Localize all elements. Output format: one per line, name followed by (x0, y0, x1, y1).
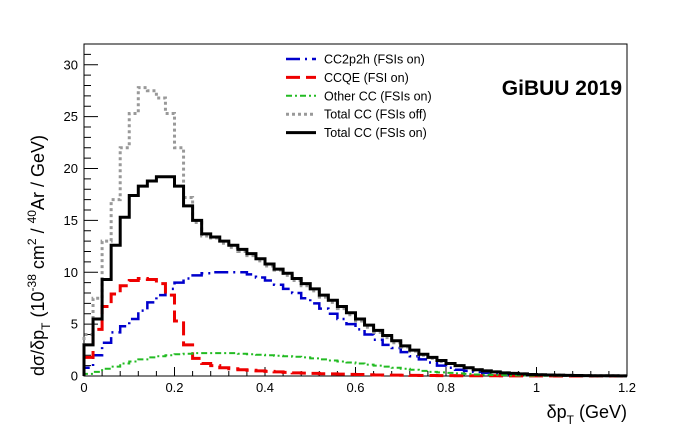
y-axis-title-p4: / (28, 223, 48, 238)
series-line-0 (82, 271, 627, 378)
legend-label-3: Total CC (FSIs off) (324, 108, 427, 122)
y-tick-label: 15 (64, 213, 78, 228)
y-tick-label: 25 (64, 109, 78, 124)
y-axis-title-sub: T (39, 322, 53, 330)
x-tick-label: 0 (80, 380, 87, 395)
legend-label-1: CCQE (FSI on) (324, 71, 409, 85)
y-axis-title-p1: dσ/δp (28, 330, 48, 376)
x-axis-title-main: δp (547, 402, 567, 422)
y-axis-title: dσ/δpT (10-38 cm2 / 40Ar / GeV) (25, 135, 53, 376)
series-group (82, 86, 627, 378)
legend: CC2p2h (FSIs on) CCQE (FSI on) Other CC (F… (286, 53, 432, 140)
y-axis-title-p2: (10 (28, 291, 48, 322)
x-axis-title-sub: T (567, 413, 575, 427)
y-axis-title-p3: cm (28, 245, 48, 274)
y-tick-label: 30 (64, 57, 78, 72)
y-axis-title-sup2: 2 (25, 238, 39, 245)
y-axis-title-p5: Ar / GeV) (28, 135, 48, 210)
y-axis-title-sup3: 40 (25, 210, 39, 224)
x-axis-title: δpT (GeV) (547, 402, 627, 427)
x-tick-label: 1 (533, 380, 540, 395)
x-tick-label: 0.6 (346, 380, 364, 395)
y-axis-title-sup1: -38 (25, 274, 39, 292)
series-line-2 (83, 352, 627, 377)
x-tick-label: 0.8 (437, 380, 455, 395)
legend-label-0: CC2p2h (FSIs on) (324, 53, 425, 67)
y-tick-label: 0 (71, 369, 78, 384)
x-tick-label: 0.4 (256, 380, 274, 395)
x-tick-label: 1.2 (618, 380, 636, 395)
x-axis-title-rest: (GeV) (574, 402, 627, 422)
y-tick-label: 20 (64, 161, 78, 176)
x-tick-label: 0.2 (165, 380, 183, 395)
series-line-4 (82, 175, 627, 378)
y-tick-label: 10 (64, 265, 78, 280)
legend-label-4: Total CC (FSIs on) (324, 126, 427, 140)
annotation-label: GiBUU 2019 (502, 77, 622, 100)
legend-label-2: Other CC (FSIs on) (324, 89, 432, 103)
y-tick-label: 5 (71, 317, 78, 332)
series-line-1 (82, 276, 627, 378)
